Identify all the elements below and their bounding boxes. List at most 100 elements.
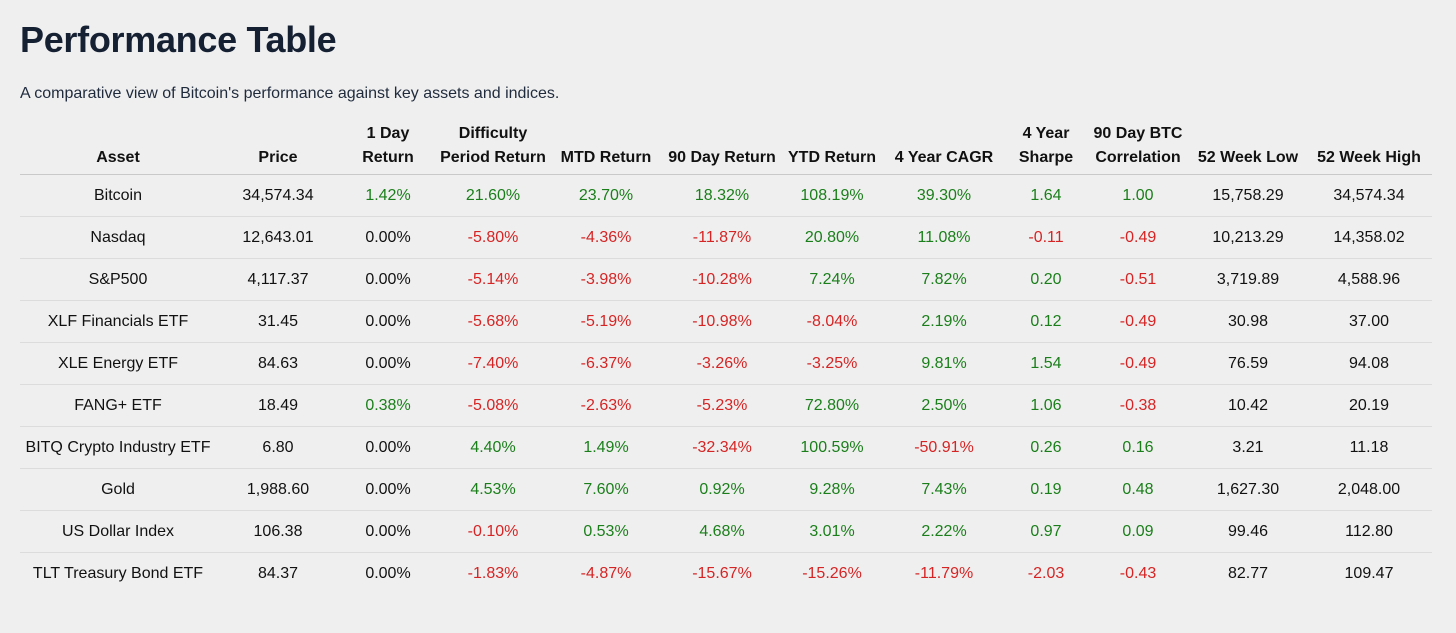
table-cell: -5.80% bbox=[436, 216, 550, 259]
table-cell: 84.63 bbox=[216, 342, 340, 385]
table-cell: 18.32% bbox=[662, 174, 782, 217]
table-cell: -5.14% bbox=[436, 258, 550, 301]
column-header: 4 Year Sharpe bbox=[1006, 122, 1086, 175]
table-cell: 6.80 bbox=[216, 426, 340, 469]
table-cell: -8.04% bbox=[782, 300, 882, 343]
table-cell: -10.98% bbox=[662, 300, 782, 343]
table-cell: 100.59% bbox=[782, 426, 882, 469]
table-cell: 0.20 bbox=[1006, 258, 1086, 301]
table-cell: 112.80 bbox=[1306, 510, 1432, 553]
column-header: 4 Year CAGR bbox=[882, 122, 1006, 175]
table-cell: 23.70% bbox=[550, 174, 662, 217]
table-cell: 2.22% bbox=[882, 510, 1006, 553]
table-row: XLF Financials ETF 31.45 0.00% -5.68% -5.19%… bbox=[20, 300, 1432, 343]
table-row: Bitcoin 34,574.34 1.42% 21.60% 23.70% 18.32% 1… bbox=[20, 174, 1432, 217]
table-cell: -0.49 bbox=[1086, 300, 1190, 343]
page-subtitle: A comparative view of Bitcoin's performa… bbox=[20, 85, 560, 102]
table-cell: 10,213.29 bbox=[1190, 216, 1306, 259]
table-cell: -2.63% bbox=[550, 384, 662, 427]
table-cell: 0.97 bbox=[1006, 510, 1086, 553]
table-cell: 34,574.34 bbox=[1306, 174, 1432, 217]
table-cell: 12,643.01 bbox=[216, 216, 340, 259]
table-cell: 108.19% bbox=[782, 174, 882, 217]
table-cell: 9.81% bbox=[882, 342, 1006, 385]
table-cell: 4.68% bbox=[662, 510, 782, 553]
table-cell: 0.00% bbox=[340, 342, 436, 385]
table-cell: 0.16 bbox=[1086, 426, 1190, 469]
table-cell: 1.06 bbox=[1006, 384, 1086, 427]
table-cell: 0.09 bbox=[1086, 510, 1190, 553]
asset-name-cell: XLE Energy ETF bbox=[20, 342, 216, 385]
table-cell: -0.43 bbox=[1119, 564, 1157, 582]
table-row: TLT Treasury Bond ETF 84.37 0.00% -1.83% -4.… bbox=[20, 553, 1432, 595]
table-cell: 4.53% bbox=[436, 468, 550, 511]
table-cell: 106.38 bbox=[216, 510, 340, 553]
table-cell: 11.18 bbox=[1306, 426, 1432, 469]
asset-name-cell: TLT Treasury Bond ETF bbox=[32, 564, 204, 582]
table-cell: 3,719.89 bbox=[1190, 258, 1306, 301]
table-cell: 4.40% bbox=[436, 426, 550, 469]
table-row: Nasdaq 12,643.01 0.00% -5.80% -4.36% -11.87% 2… bbox=[20, 216, 1432, 259]
page-title: Performance Table bbox=[20, 19, 337, 60]
table-cell: 18.49 bbox=[216, 384, 340, 427]
column-header: Price bbox=[216, 122, 340, 175]
table-cell: -6.37% bbox=[550, 342, 662, 385]
table-cell: 72.80% bbox=[782, 384, 882, 427]
table-cell: 7.60% bbox=[550, 468, 662, 511]
column-header: Asset bbox=[20, 122, 216, 175]
table-cell: 4,588.96 bbox=[1306, 258, 1432, 301]
table-cell: 34,574.34 bbox=[216, 174, 340, 217]
table-cell: 84.37 bbox=[257, 564, 299, 582]
table-cell: -3.26% bbox=[662, 342, 782, 385]
table-cell: 99.46 bbox=[1190, 510, 1306, 553]
table-cell: 15,758.29 bbox=[1190, 174, 1306, 217]
table-cell: -2.03 bbox=[1027, 564, 1065, 582]
table-row: BITQ Crypto Industry ETF 6.80 0.00% 4.40% 1.… bbox=[20, 426, 1432, 469]
table-cell: 37.00 bbox=[1306, 300, 1432, 343]
table-cell: 0.92% bbox=[662, 468, 782, 511]
table-cell: -15.26% bbox=[802, 564, 862, 582]
table-cell: 0.53% bbox=[550, 510, 662, 553]
table-cell: 76.59 bbox=[1190, 342, 1306, 385]
column-header: YTD Return bbox=[782, 122, 882, 175]
table-cell: 0.00% bbox=[340, 216, 436, 259]
table-cell: 0.00% bbox=[340, 426, 436, 469]
table-cell: 9.28% bbox=[782, 468, 882, 511]
table-row: FANG+ ETF 18.49 0.38% -5.08% -2.63% -5.23% 72.… bbox=[20, 384, 1432, 427]
column-header: 90 Day BTC Correlation bbox=[1086, 122, 1190, 175]
asset-name-cell: Bitcoin bbox=[20, 174, 216, 217]
table-cell: 0.19 bbox=[1006, 468, 1086, 511]
table-cell: 82.77 bbox=[1227, 564, 1269, 582]
table-cell: 30.98 bbox=[1190, 300, 1306, 343]
table-cell: 7.82% bbox=[882, 258, 1006, 301]
performance-table: Asset Price 1 Day Return Difficulty Peri… bbox=[20, 122, 1432, 594]
table-cell: -0.11 bbox=[1006, 216, 1086, 259]
table-cell: -3.98% bbox=[550, 258, 662, 301]
table-cell: -15.67% bbox=[692, 564, 752, 582]
table-cell: 0.48 bbox=[1086, 468, 1190, 511]
table-cell: 2.50% bbox=[882, 384, 1006, 427]
table-cell: 0.12 bbox=[1006, 300, 1086, 343]
table-cell: 2.19% bbox=[882, 300, 1006, 343]
asset-name-cell: S&P500 bbox=[20, 258, 216, 301]
table-cell: -11.79% bbox=[914, 564, 974, 582]
table-cell: 7.43% bbox=[882, 468, 1006, 511]
table-cell: -0.49 bbox=[1086, 216, 1190, 259]
table-cell: -32.34% bbox=[662, 426, 782, 469]
table-cell: -4.36% bbox=[550, 216, 662, 259]
table-cell: 31.45 bbox=[216, 300, 340, 343]
table-row: Gold 1,988.60 0.00% 4.53% 7.60% 0.92% 9.28% 7.4… bbox=[20, 468, 1432, 511]
table-cell: 0.38% bbox=[340, 384, 436, 427]
table-cell: -0.49 bbox=[1086, 342, 1190, 385]
table-cell: 1,627.30 bbox=[1190, 468, 1306, 511]
table-cell: 3.01% bbox=[782, 510, 882, 553]
table-cell: -11.87% bbox=[662, 216, 782, 259]
table-cell: -0.51 bbox=[1086, 258, 1190, 301]
table-cell: -0.10% bbox=[436, 510, 550, 553]
page: Performance Table A comparative view of … bbox=[20, 19, 1432, 594]
table-cell: -5.23% bbox=[662, 384, 782, 427]
table-cell: 1.49% bbox=[550, 426, 662, 469]
column-header: Difficulty Period Return bbox=[436, 122, 550, 175]
column-header: MTD Return bbox=[550, 122, 662, 175]
asset-name-cell: Gold bbox=[20, 468, 216, 511]
